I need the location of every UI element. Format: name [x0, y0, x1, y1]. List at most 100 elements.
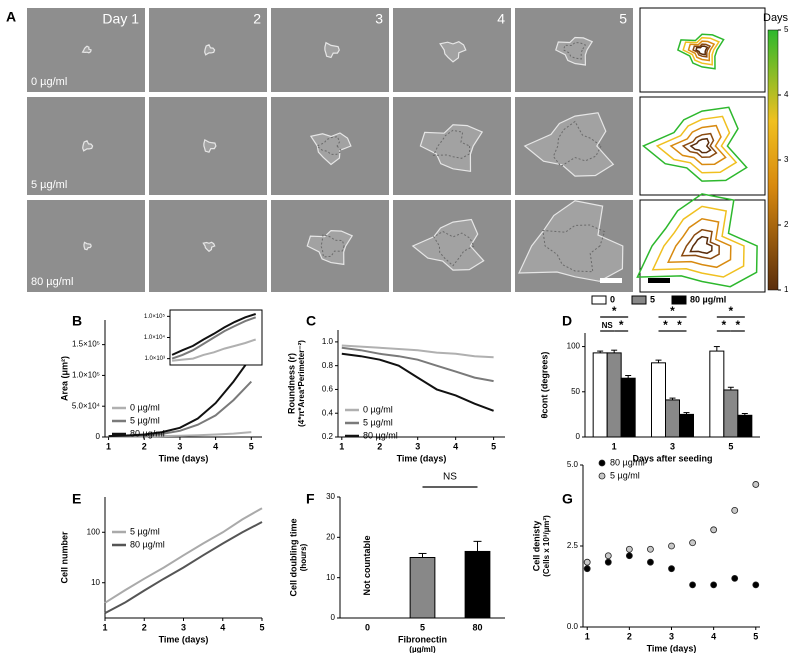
significance-label: NS — [443, 472, 457, 483]
point — [625, 552, 633, 560]
legend-swatch — [671, 295, 687, 305]
x-tick-label: 4 — [220, 622, 225, 632]
x-tick-label: 2 — [377, 441, 382, 451]
bar — [665, 399, 680, 438]
series-line — [104, 507, 263, 604]
panel-letter: C — [306, 313, 316, 329]
cell-texture — [433, 230, 475, 267]
x-tick-label: 1 — [102, 622, 107, 632]
significance-label: NS — [602, 321, 614, 330]
point — [604, 558, 612, 566]
significance-label: * — [677, 318, 682, 332]
day-label: 3 — [375, 11, 383, 27]
cell — [83, 241, 92, 251]
point — [625, 545, 633, 553]
day-label: 5 — [619, 11, 627, 27]
x-tick-label: 1 — [339, 441, 344, 451]
point — [583, 558, 591, 566]
significance-label: * — [735, 318, 740, 332]
point — [647, 545, 654, 553]
significance-label: * — [728, 304, 733, 318]
y-tick-label: 1.0×10⁵ — [72, 371, 100, 380]
y-axis-label: (4*π*Area*Perimeter⁻²) — [297, 340, 306, 427]
x-tick-label: 2 — [142, 441, 147, 451]
contour — [636, 193, 758, 288]
y-axis-label: Cell denisty — [531, 521, 541, 572]
contour — [687, 40, 716, 62]
y-tick-label: 1.0×10³ — [144, 356, 165, 362]
series-line — [108, 356, 253, 438]
y-tick-label: 0 — [331, 613, 336, 622]
point — [731, 575, 739, 582]
series-line — [171, 313, 257, 356]
y-tick-label: 0.0 — [567, 622, 579, 631]
point — [752, 481, 760, 488]
cell — [306, 229, 354, 266]
contour — [680, 228, 720, 260]
contour — [667, 218, 732, 269]
x-tick-label: 3 — [181, 622, 186, 632]
panel-letter: F — [306, 491, 315, 507]
cell — [309, 132, 352, 166]
contour — [689, 235, 713, 255]
row-label: 0 µg/ml — [31, 76, 67, 88]
y-axis-label: Cell number — [59, 531, 69, 584]
x-tick-label: 2 — [627, 631, 632, 641]
point — [710, 526, 718, 534]
x-tick-label: 4 — [213, 441, 218, 451]
legend-swatch — [598, 459, 606, 467]
x-tick-label: 5 — [259, 622, 264, 632]
bar — [464, 550, 491, 619]
cell-texture — [562, 41, 587, 60]
legend-label: 80 µg/ml — [130, 539, 165, 549]
x-tick-label: 3 — [670, 441, 675, 451]
cell — [439, 41, 467, 63]
x-tick-label: 1 — [585, 631, 590, 641]
series-line — [171, 338, 257, 362]
legend-label: 80 µg/ml — [610, 457, 645, 467]
series-line — [104, 521, 263, 614]
y-tick-label: 100 — [87, 527, 101, 536]
contour — [655, 115, 738, 174]
significance-label: * — [663, 318, 668, 332]
y-tick-label: 5.0 — [567, 460, 579, 469]
x-tick-label: 5 — [491, 441, 496, 451]
cell — [518, 200, 624, 282]
y-tick-label: 0 — [96, 432, 101, 441]
x-tick-label: 0 — [365, 622, 370, 632]
point — [710, 581, 718, 589]
legend-label: 5 µg/ml — [363, 417, 393, 427]
bar — [409, 557, 436, 619]
x-axis-label: Time (days) — [159, 453, 209, 463]
contour — [682, 36, 721, 66]
y-axis-label: Area (μm²) — [59, 356, 69, 401]
cell-texture — [552, 120, 602, 167]
x-tick-label: 4 — [453, 441, 458, 451]
day-label: 4 — [497, 11, 505, 27]
y-tick-label: 1.0×10⁵ — [144, 313, 166, 320]
y-axis-label: Roundness (r) — [286, 353, 296, 414]
x-tick-label: 1 — [106, 441, 111, 451]
panel-letter: B — [72, 313, 82, 329]
colorbar-tick-label: 4 — [784, 90, 789, 99]
legend-label: 5 — [650, 294, 655, 304]
contour-panel — [639, 96, 766, 196]
series-line — [341, 346, 494, 383]
x-tick-label: 80 — [472, 622, 482, 632]
series-line — [171, 316, 257, 360]
x-tick-label: 2 — [142, 622, 147, 632]
x-axis-label: Time (days) — [647, 643, 697, 653]
legend-swatch — [631, 295, 647, 305]
bar — [723, 389, 739, 438]
significance-label: * — [612, 304, 617, 318]
cell — [324, 41, 340, 59]
x-tick-label: 1 — [612, 441, 617, 451]
y-axis-label: (hours) — [299, 543, 308, 571]
panel-letter: E — [72, 491, 81, 507]
y-tick-label: 0 — [576, 432, 581, 441]
significance-label: * — [670, 304, 675, 318]
scale-bar — [648, 278, 670, 283]
bar — [620, 377, 636, 438]
contour — [651, 205, 745, 278]
series-line — [341, 344, 494, 359]
